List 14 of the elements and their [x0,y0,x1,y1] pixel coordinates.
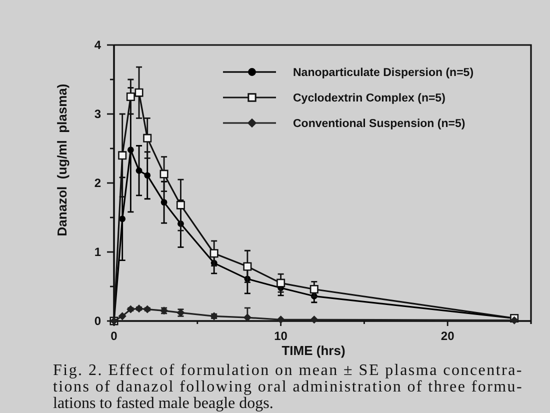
legend-label: Nanoparticulate Dispersion (n=5) [293,67,474,80]
x-tick-label: 20 [440,329,455,343]
x-tick-label: 0 [110,329,118,343]
legend-label: Cyclodextrin Complex (n=5) [293,92,446,105]
x-tick-label: 10 [274,329,288,343]
y-tick-label: 2 [94,176,102,190]
legend-label: Conventional Suspension (n=5) [293,118,466,130]
y-axis-title: Danazol (ug/ml plasma) [54,84,70,236]
x-axis-title: TIME (hrs) [282,343,346,358]
y-tick-label: 4 [94,38,102,52]
caption: Fig. 2. Effect of formulation on mean ± SE plasma concentra- tions of danazol following oral administration of three formu- lations to fasted male beagle dogs. [53,362,523,412]
y-tick-label: 1 [94,245,102,260]
y-tick-label: 0 [94,314,102,328]
y-tick-label: 3 [94,107,102,122]
